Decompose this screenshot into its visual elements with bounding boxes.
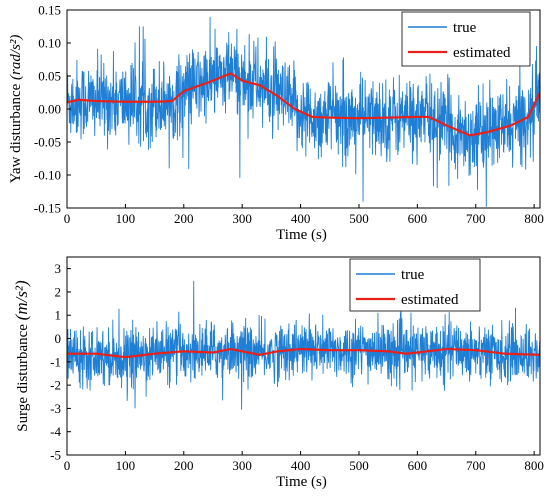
svg-text:Yaw disturbance (rad/s²): Yaw disturbance (rad/s²) bbox=[8, 35, 24, 184]
legend: true estimated bbox=[349, 258, 481, 312]
y-tick-label: -1 bbox=[50, 354, 61, 369]
x-tick-label: 200 bbox=[174, 211, 194, 226]
series-true-line bbox=[67, 16, 540, 207]
x-tick-label: 500 bbox=[349, 211, 369, 226]
plot-frame bbox=[66, 256, 541, 456]
y-tick-label: -3 bbox=[50, 401, 61, 416]
chart-1: 0 100 200 300 400 500 600 700 800 -5 -4 -3 -2 -1 0 1 2 3 T… bbox=[12, 256, 544, 490]
x-tick-label: 200 bbox=[174, 458, 194, 473]
y-tick-label: -0.15 bbox=[34, 201, 61, 216]
y-tick-label: 0.05 bbox=[38, 69, 61, 84]
y-tick-label: 0 bbox=[55, 331, 62, 346]
legend-label-estimated: estimated bbox=[401, 292, 459, 308]
legend: true estimated bbox=[401, 11, 531, 67]
y-tick-label: -2 bbox=[50, 378, 61, 393]
x-tick-label: 100 bbox=[116, 458, 136, 473]
y-tick-label: 0.15 bbox=[38, 3, 61, 18]
y-axis-label: Yaw disturbance (rad/s²) bbox=[8, 35, 24, 184]
y-tick-label: -4 bbox=[50, 424, 61, 439]
x-tick-label: 0 bbox=[64, 458, 71, 473]
x-tick-label: 800 bbox=[524, 458, 544, 473]
svg-text:Surge disturbance (m/s²): Surge disturbance (m/s²) bbox=[12, 280, 31, 432]
x-tick-label: 600 bbox=[408, 458, 428, 473]
x-tick-label: 0 bbox=[64, 211, 71, 226]
y-tick-label: -0.10 bbox=[34, 168, 61, 183]
x-tick-label: 700 bbox=[466, 458, 486, 473]
y-tick-label: -0.05 bbox=[34, 135, 61, 150]
x-tick-label: 300 bbox=[232, 211, 252, 226]
y-tick-label: 2 bbox=[55, 284, 62, 299]
x-tick-label: 400 bbox=[291, 458, 311, 473]
y-tick-label: 1 bbox=[55, 308, 62, 323]
legend-label-true: true bbox=[453, 20, 477, 36]
series-estimated-line bbox=[67, 72, 540, 137]
x-tick-label: 700 bbox=[466, 211, 486, 226]
y-tick-label: 0.10 bbox=[38, 36, 61, 51]
x-tick-label: 500 bbox=[349, 458, 369, 473]
chart-0: 0 100 200 300 400 500 600 700 800 -0.15 -0.10 -0.05… bbox=[8, 3, 544, 244]
y-tick-label: 3 bbox=[55, 261, 62, 276]
series-true-line bbox=[67, 280, 540, 410]
y-tick-label: 0.00 bbox=[38, 102, 61, 117]
legend-label-true: true bbox=[401, 267, 425, 283]
y-axis-label: Surge disturbance (m/s²) bbox=[12, 280, 31, 432]
series-estimated-line bbox=[67, 347, 540, 359]
y-tick-label: -5 bbox=[50, 448, 61, 463]
x-tick-label: 100 bbox=[116, 211, 136, 226]
x-axis-label: Time (s) bbox=[276, 227, 327, 243]
x-tick-label: 400 bbox=[291, 211, 311, 226]
x-tick-label: 800 bbox=[524, 211, 544, 226]
x-axis-label: Time (s) bbox=[276, 474, 327, 490]
x-tick-label: 600 bbox=[408, 211, 428, 226]
legend-label-estimated: estimated bbox=[453, 45, 511, 61]
x-tick-label: 300 bbox=[232, 458, 252, 473]
